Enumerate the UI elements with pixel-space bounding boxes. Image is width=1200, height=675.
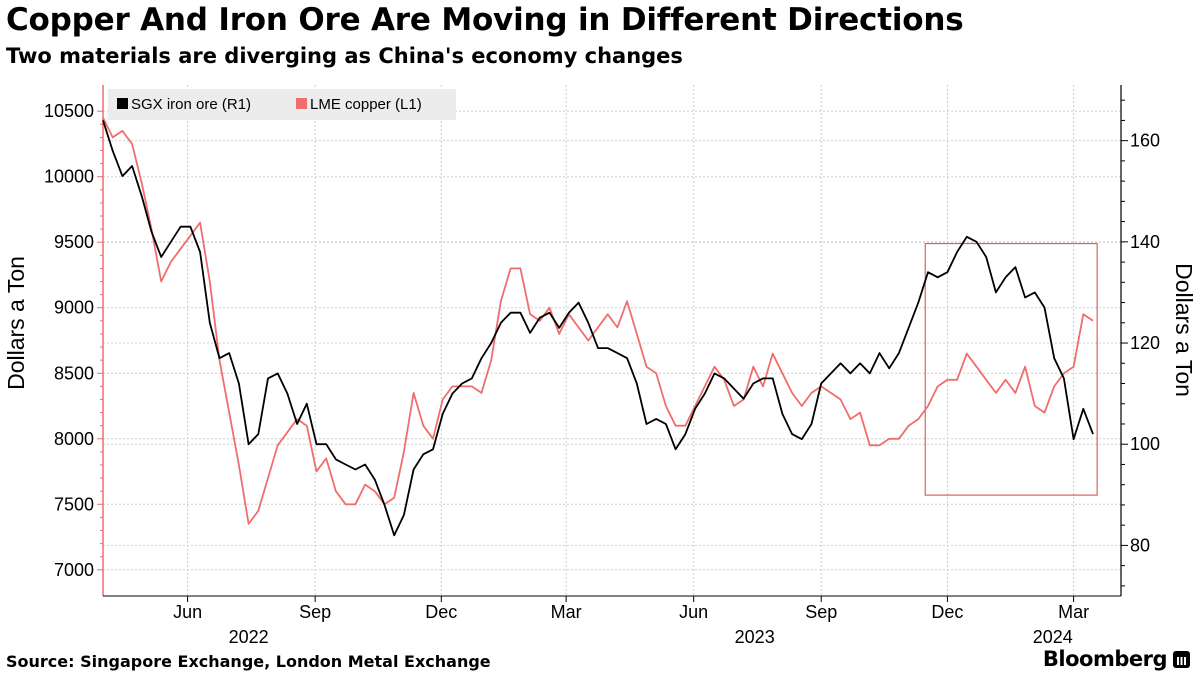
right-axis-tick-label: 80: [1130, 535, 1150, 555]
left-axis-tick-label: 8500: [54, 363, 94, 383]
left-axis-tick-label: 10000: [44, 167, 94, 187]
axes: 7000 7500 8000 8500 9000 9500 10000 10500 80 100 1…: [44, 85, 1160, 647]
series-lines: [102, 117, 1094, 537]
legend-swatch-iron-ore: [117, 98, 128, 109]
iron-ore-line: [102, 120, 1094, 537]
legend-label-copper: LME copper (L1): [310, 96, 422, 113]
left-axis-tick-label: 7500: [54, 494, 94, 514]
left-axis-title: Dollars a Ton: [3, 256, 29, 390]
brand-name: Bloomberg: [1042, 647, 1168, 671]
legend-label-iron-ore: SGX iron ore (R1): [131, 96, 251, 113]
copper-line: [102, 117, 1094, 525]
x-axis-tick-label: Mar: [1058, 602, 1089, 622]
left-axis-tick-label: 10500: [44, 101, 94, 121]
x-axis-year-label: 2024: [1033, 627, 1073, 647]
legend-swatch-copper: [296, 98, 307, 109]
left-axis-tick-label: 7000: [54, 560, 94, 580]
right-axis-tick-label: 100: [1130, 434, 1160, 454]
x-axis-tick-label: Mar: [551, 602, 582, 622]
x-axis-year-label: 2023: [735, 627, 775, 647]
legend: SGX iron ore (R1) LME copper (L1): [108, 89, 456, 120]
bloomberg-terminal-icon: [1173, 650, 1190, 668]
x-axis-tick-label: Dec: [425, 602, 457, 622]
chart-title: Copper And Iron Ore Are Moving in Differ…: [6, 2, 964, 38]
bloomberg-logo: Bloomberg: [1043, 647, 1190, 671]
x-axis-tick-label: Jun: [173, 602, 202, 622]
source-note: Source: Singapore Exchange, London Metal…: [6, 652, 491, 671]
x-axis-tick-label: Sep: [805, 602, 837, 622]
highlight-box-group: [924, 242, 1098, 496]
left-axis-tick-label: 9500: [54, 232, 94, 252]
right-axis-title: Dollars a Ton: [1171, 263, 1197, 397]
chart-subtitle: Two materials are diverging as China's e…: [6, 44, 683, 68]
right-axis-tick-label: 120: [1130, 333, 1160, 353]
x-axis-tick-label: Dec: [931, 602, 963, 622]
right-axis-tick-label: 160: [1130, 131, 1160, 151]
highlight-box: [924, 242, 1098, 496]
left-axis-tick-label: 9000: [54, 298, 94, 318]
x-axis-tick-label: Jun: [679, 602, 708, 622]
x-axis-year-label: 2022: [229, 627, 269, 647]
x-axis-tick-label: Sep: [299, 602, 331, 622]
right-axis-tick-label: 140: [1130, 232, 1160, 252]
left-axis-tick-label: 8000: [54, 429, 94, 449]
gridlines: [103, 85, 1121, 596]
legend-background: [108, 89, 456, 120]
